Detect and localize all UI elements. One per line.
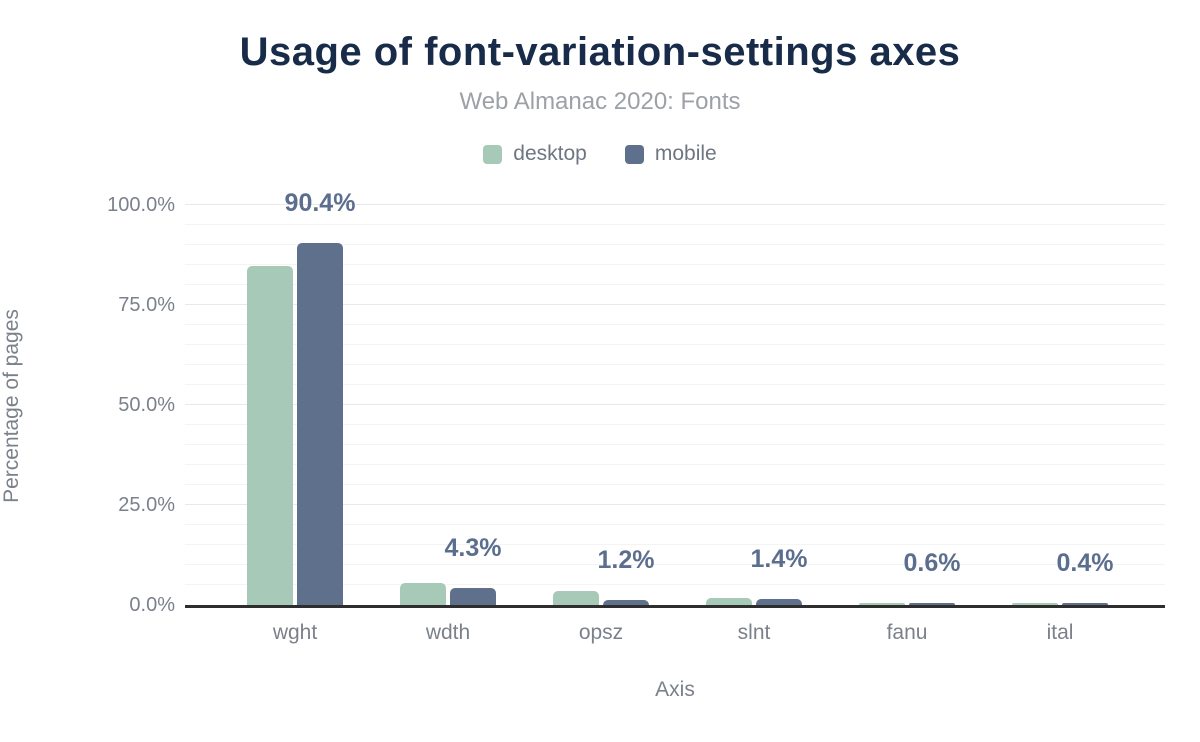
gridline-25: [185, 504, 1165, 505]
y-tick-25.0%: 25.0%: [118, 494, 175, 516]
y-tick-50.0%: 50.0%: [118, 394, 175, 416]
bar-desktop-fanu[interactable]: [859, 603, 905, 605]
gridline-95: [185, 224, 1165, 225]
gridline-85: [185, 264, 1165, 265]
legend-label-mobile: mobile: [654, 142, 717, 165]
bar-mobile-opsz[interactable]: [603, 600, 649, 605]
y-tick-100.0%: 100.0%: [107, 194, 175, 216]
chart-subtitle: Web Almanac 2020: Fonts: [459, 88, 741, 115]
bar-desktop-wdth[interactable]: [400, 583, 446, 605]
gridline-5: [185, 584, 1165, 585]
gridline-45: [185, 424, 1165, 425]
bar-desktop-wght[interactable]: [247, 266, 293, 605]
legend-item-mobile[interactable]: mobile: [624, 142, 717, 166]
data-label-fanu: 0.6%: [903, 548, 961, 577]
gridline-75: [185, 304, 1165, 305]
y-axis-title: Percentage of pages: [0, 309, 23, 503]
gridline-10: [185, 564, 1165, 565]
legend-item-desktop[interactable]: desktop: [483, 142, 587, 166]
x-axis-line: [185, 605, 1165, 608]
x-tick-wght: wght: [272, 621, 318, 644]
bar-desktop-opsz[interactable]: [553, 591, 599, 605]
legend-swatch-desktop: [483, 144, 503, 164]
gridline-55: [185, 384, 1165, 385]
x-tick-ital: ital: [1046, 621, 1074, 644]
gridline-70: [185, 324, 1165, 325]
gridline-60: [185, 364, 1165, 365]
gridline-30: [185, 484, 1165, 485]
gridline-90: [185, 244, 1165, 245]
bar-mobile-slnt[interactable]: [756, 599, 802, 605]
data-label-wdth: 4.3%: [444, 533, 502, 562]
gridline-35: [185, 464, 1165, 465]
data-label-ital: 0.4%: [1056, 549, 1114, 578]
bar-mobile-fanu[interactable]: [909, 602, 955, 605]
data-label-opsz: 1.2%: [597, 546, 655, 575]
gridline-15: [185, 544, 1165, 545]
gridline-50: [185, 404, 1165, 405]
bar-desktop-ital[interactable]: [1012, 603, 1058, 605]
gridline-65: [185, 344, 1165, 345]
gridline-40: [185, 444, 1165, 445]
gridline-80: [185, 284, 1165, 285]
x-axis-title: Axis: [655, 678, 695, 701]
x-tick-opsz: opsz: [578, 621, 624, 644]
y-tick-0.0%: 0.0%: [129, 594, 175, 616]
bar-mobile-wdth[interactable]: [450, 587, 496, 605]
bar-mobile-ital[interactable]: [1062, 603, 1108, 605]
chart-title: Usage of font-variation-settings axes: [239, 30, 961, 74]
gridline-100: [185, 204, 1165, 205]
data-label-wght: 90.4%: [284, 189, 356, 218]
legend-swatch-mobile: [624, 144, 644, 164]
y-tick-75.0%: 75.0%: [118, 294, 175, 316]
x-tick-wdth: wdth: [425, 621, 471, 644]
legend-label-desktop: desktop: [513, 142, 587, 165]
gridline-20: [185, 524, 1165, 525]
data-label-slnt: 1.4%: [750, 545, 808, 574]
bar-desktop-slnt[interactable]: [706, 598, 752, 605]
bar-mobile-wght[interactable]: [297, 243, 343, 605]
x-tick-slnt: slnt: [737, 621, 771, 644]
x-tick-fanu: fanu: [886, 621, 928, 644]
plot-area: wght 90.4% wdth 4.3% opsz 1.2% slnt 1.4% fanu 0.6…: [185, 190, 1165, 644]
legend: desktop mobile: [0, 141, 1200, 167]
